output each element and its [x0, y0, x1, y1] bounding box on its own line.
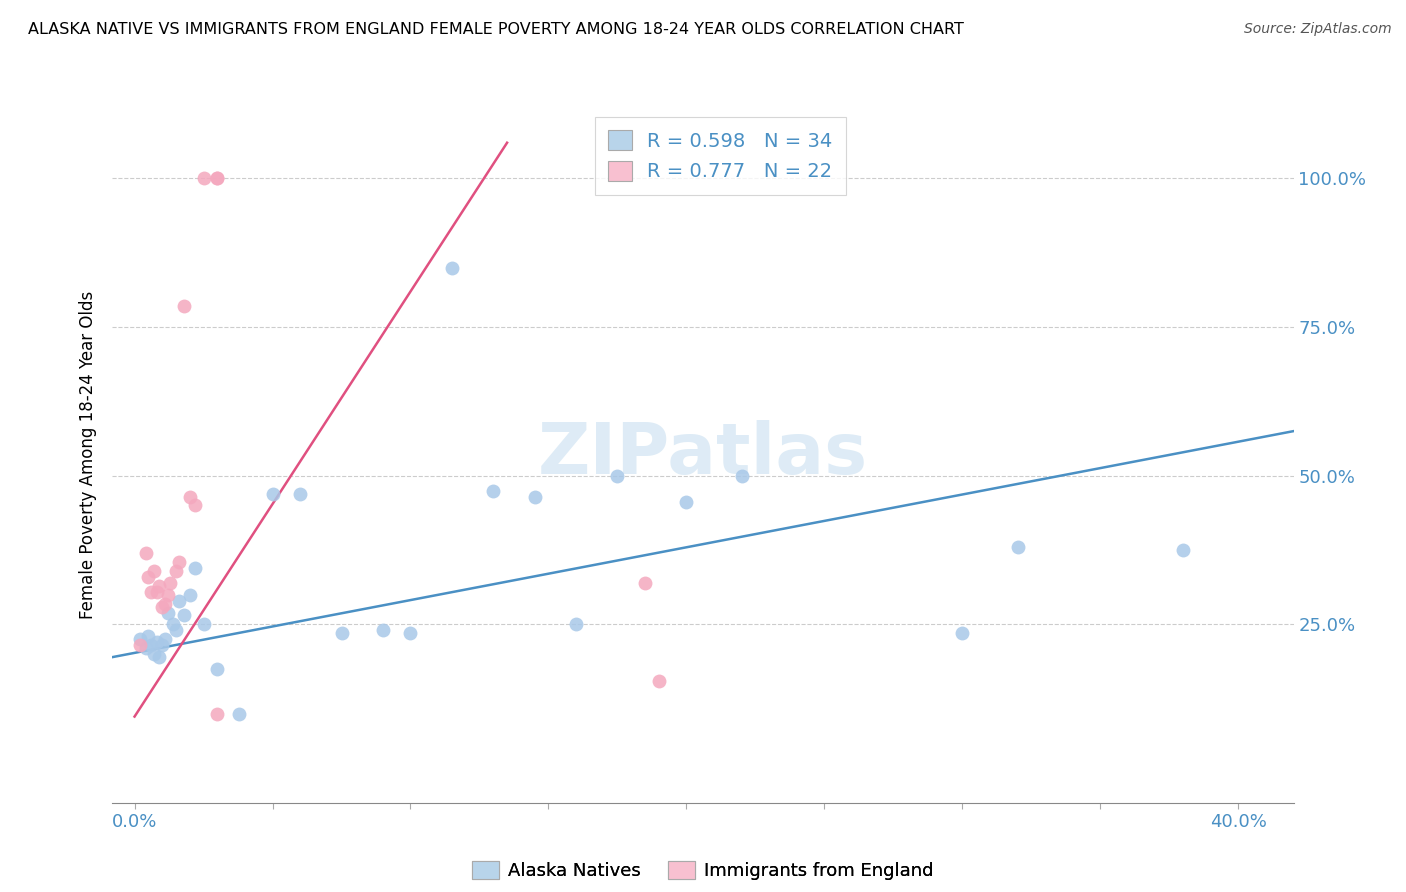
Point	[139, 638, 162, 652]
Point	[482, 483, 505, 498]
Point	[150, 638, 173, 652]
Point	[156, 588, 179, 602]
Point	[129, 632, 152, 647]
Point	[193, 171, 215, 186]
Point	[1007, 540, 1029, 554]
Point	[129, 638, 152, 652]
Point	[142, 647, 165, 661]
Text: ZIPatlas: ZIPatlas	[538, 420, 868, 490]
Point	[165, 564, 187, 578]
Point	[675, 495, 697, 509]
Point	[138, 629, 160, 643]
Point	[139, 584, 162, 599]
Text: ALASKA NATIVE VS IMMIGRANTS FROM ENGLAND FEMALE POVERTY AMONG 18-24 YEAR OLDS CO: ALASKA NATIVE VS IMMIGRANTS FROM ENGLAND…	[28, 22, 965, 37]
Point	[440, 260, 463, 275]
Point	[148, 579, 170, 593]
Point	[288, 486, 311, 500]
Point	[179, 588, 201, 602]
Point	[184, 561, 207, 575]
Point	[606, 468, 628, 483]
Point	[228, 706, 250, 721]
Text: Source: ZipAtlas.com: Source: ZipAtlas.com	[1244, 22, 1392, 37]
Point	[950, 626, 973, 640]
Point	[1171, 543, 1194, 558]
Point	[153, 632, 176, 647]
Point	[145, 584, 167, 599]
Point	[173, 299, 195, 313]
Point	[148, 650, 170, 665]
Point	[156, 606, 179, 620]
Point	[565, 617, 588, 632]
Point	[167, 593, 190, 607]
Point	[167, 555, 190, 569]
Point	[207, 706, 229, 721]
Point	[142, 564, 165, 578]
Point	[730, 468, 752, 483]
Point	[399, 626, 422, 640]
Point	[159, 575, 181, 590]
Legend: Alaska Natives, Immigrants from England: Alaska Natives, Immigrants from England	[465, 854, 941, 888]
Point	[135, 641, 157, 656]
Point	[165, 624, 187, 638]
Point	[173, 608, 195, 623]
Point	[193, 617, 215, 632]
Point	[153, 597, 176, 611]
Point	[207, 662, 229, 676]
Point	[138, 570, 160, 584]
Point	[179, 490, 201, 504]
Point	[145, 635, 167, 649]
Point	[648, 673, 671, 688]
Point	[207, 171, 229, 186]
Point	[523, 490, 546, 504]
Point	[330, 626, 353, 640]
Point	[207, 171, 229, 186]
Point	[150, 599, 173, 614]
Y-axis label: Female Poverty Among 18-24 Year Olds: Female Poverty Among 18-24 Year Olds	[79, 291, 97, 619]
Point	[371, 624, 394, 638]
Point	[162, 617, 184, 632]
Point	[184, 499, 207, 513]
Point	[262, 486, 284, 500]
Point	[634, 575, 657, 590]
Point	[135, 546, 157, 560]
